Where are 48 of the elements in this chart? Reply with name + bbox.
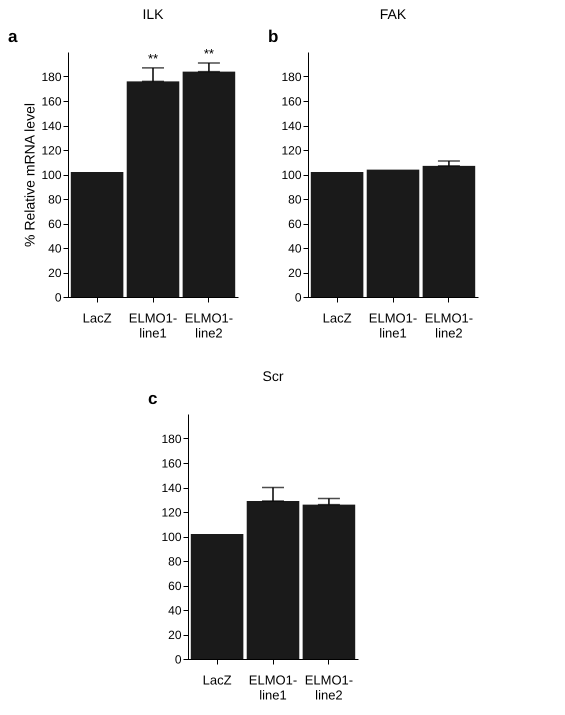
annotation: ** <box>204 46 214 62</box>
x-tick-label: ELMO1-line1 <box>128 310 178 340</box>
chart-title: ILK <box>142 6 164 22</box>
y-tick-label: 100 <box>161 530 182 544</box>
y-tick-label: 160 <box>161 456 182 470</box>
y-tick-label: 0 <box>54 290 62 304</box>
y-tick-label: 180 <box>161 432 182 446</box>
x-tick-label: LacZ <box>82 310 112 326</box>
x-tick-label: ELMO1-line2 <box>184 310 234 340</box>
chart-title: FAK <box>380 6 407 22</box>
y-tick-label: 100 <box>281 168 302 182</box>
y-tick-label: 140 <box>161 481 182 495</box>
y-tick-label: 120 <box>41 144 62 158</box>
y-tick-label: 40 <box>168 604 182 618</box>
y-tick-label: 40 <box>288 242 302 256</box>
x-tick-label: ELMO1-line1 <box>248 672 298 702</box>
y-tick-label: 80 <box>168 554 182 568</box>
y-axis-title: % Relative mRNA level <box>21 103 38 247</box>
y-tick-label: 60 <box>48 217 62 231</box>
x-tick-label: LacZ <box>202 672 232 688</box>
y-tick-label: 80 <box>288 192 302 206</box>
y-tick-label: 180 <box>41 70 62 84</box>
text: b <box>268 27 278 46</box>
x-tick-label: ELMO1-line1 <box>368 310 418 340</box>
y-tick-label: 80 <box>48 192 62 206</box>
y-tick-label: 160 <box>281 94 302 108</box>
y-tick-label: 20 <box>48 266 62 280</box>
y-tick-label: 100 <box>41 168 62 182</box>
annotation: ** <box>148 50 158 66</box>
chart-title: Scr <box>262 368 284 384</box>
y-tick-label: 0 <box>294 290 302 304</box>
y-tick-label: 60 <box>168 579 182 593</box>
y-tick-label: 160 <box>41 94 62 108</box>
x-tick-label: LacZ <box>322 310 352 326</box>
y-tick-label: 60 <box>288 217 302 231</box>
y-tick-label: 140 <box>281 119 302 133</box>
y-tick-label: 0 <box>174 652 182 666</box>
x-tick-label: ELMO1-line2 <box>304 672 354 702</box>
y-tick-label: 120 <box>161 506 182 520</box>
y-tick-label: 140 <box>41 119 62 133</box>
y-tick-label: 120 <box>281 144 302 158</box>
x-tick-label: ELMO1-line2 <box>424 310 474 340</box>
y-tick-label: 20 <box>288 266 302 280</box>
y-tick-label: 40 <box>48 242 62 256</box>
y-tick-label: 20 <box>168 628 182 642</box>
text: c <box>148 389 158 408</box>
y-tick-label: 180 <box>281 70 302 84</box>
text: a <box>8 27 18 46</box>
